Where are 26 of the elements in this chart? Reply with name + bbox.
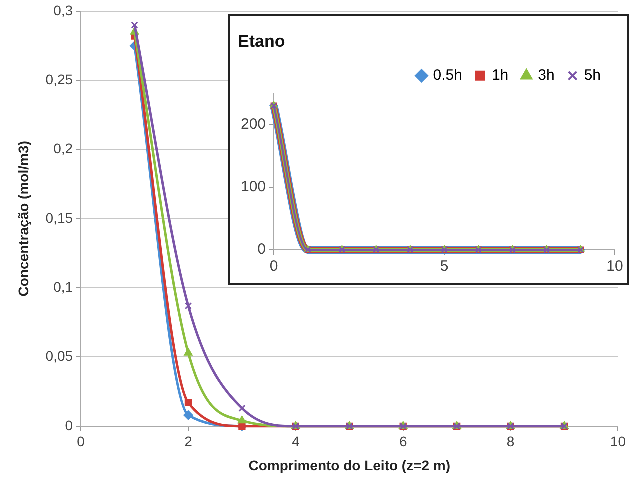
x-tick-label: 0 <box>77 434 86 450</box>
y-tick-label: 0,2 <box>54 140 74 157</box>
x-axis-title: Comprimento do Leito (z=2 m) <box>248 457 451 474</box>
chart-title: Etano <box>238 32 286 51</box>
legend-label: 1h <box>492 67 509 84</box>
x-tick-label: 10 <box>610 434 626 450</box>
y-tick-label: 0,05 <box>46 348 74 364</box>
x-tick-label: 4 <box>292 434 300 450</box>
y-tick-label: 0,25 <box>46 71 74 88</box>
x-tick-label: 0 <box>270 258 278 276</box>
x-tick-label: 10 <box>606 258 624 276</box>
x-tick-label: 2 <box>184 434 193 450</box>
y-tick-label: 0,3 <box>54 2 74 18</box>
y-axis-title: Concentração (mol/m3) <box>15 141 32 297</box>
y-tick-label: 0,15 <box>46 210 74 226</box>
legend-label: 5h <box>584 67 602 84</box>
y-tick-label: 0 <box>65 417 74 434</box>
x-tick-label: 6 <box>399 434 408 450</box>
x-tick-label: 8 <box>506 434 515 450</box>
legend-label: 0.5h <box>433 67 462 84</box>
y-tick-label: 200 <box>240 116 266 133</box>
x-tick-label: 5 <box>440 258 449 276</box>
legend-label: 3h <box>538 67 555 84</box>
y-tick-label: 0,1 <box>54 278 74 295</box>
y-tick-label: 100 <box>240 178 266 196</box>
y-tick-label: 0 <box>258 241 266 258</box>
